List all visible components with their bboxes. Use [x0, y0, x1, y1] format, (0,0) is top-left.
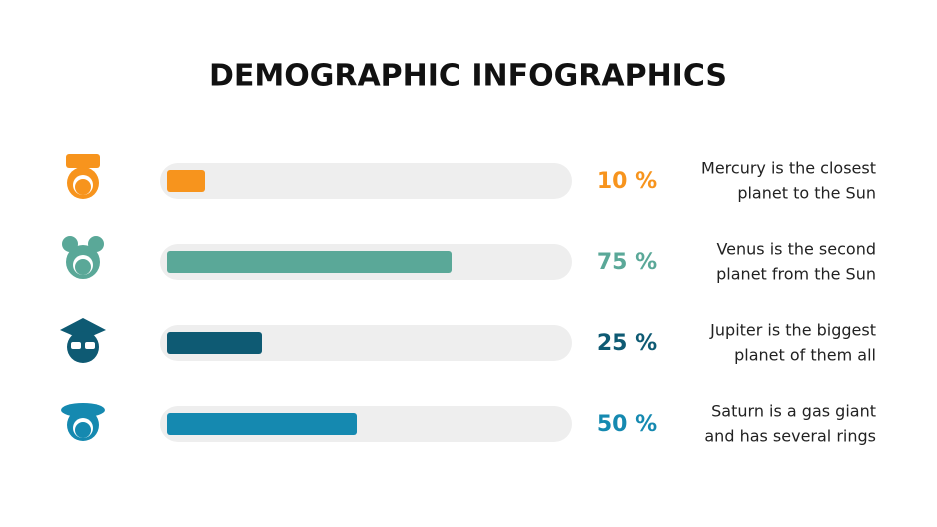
description: planet of them all [734, 346, 876, 365]
value-label: 75 % [597, 250, 657, 275]
bar [167, 332, 262, 354]
description: Saturn is a gas giant [711, 402, 876, 421]
bar [167, 413, 357, 435]
bar [167, 170, 205, 192]
chart-title: DEMOGRAPHIC INFOGRAPHICS [209, 59, 727, 94]
icon [62, 236, 104, 279]
bar-track [160, 325, 572, 361]
value-label: 50 % [597, 412, 657, 437]
icon [66, 154, 100, 199]
description: Venus is the second [716, 240, 876, 259]
value-label: 25 % [597, 331, 657, 356]
value-label: 10 % [597, 169, 657, 194]
description: planet to the Sun [737, 184, 876, 203]
description: and has several rings [704, 427, 876, 446]
icon [61, 403, 105, 441]
description: Jupiter is the biggest [709, 321, 876, 340]
description: Mercury is the closest [701, 159, 876, 178]
icon [60, 318, 106, 363]
description: planet from the Sun [716, 265, 876, 284]
bar [167, 251, 452, 273]
bar-track [160, 163, 572, 199]
